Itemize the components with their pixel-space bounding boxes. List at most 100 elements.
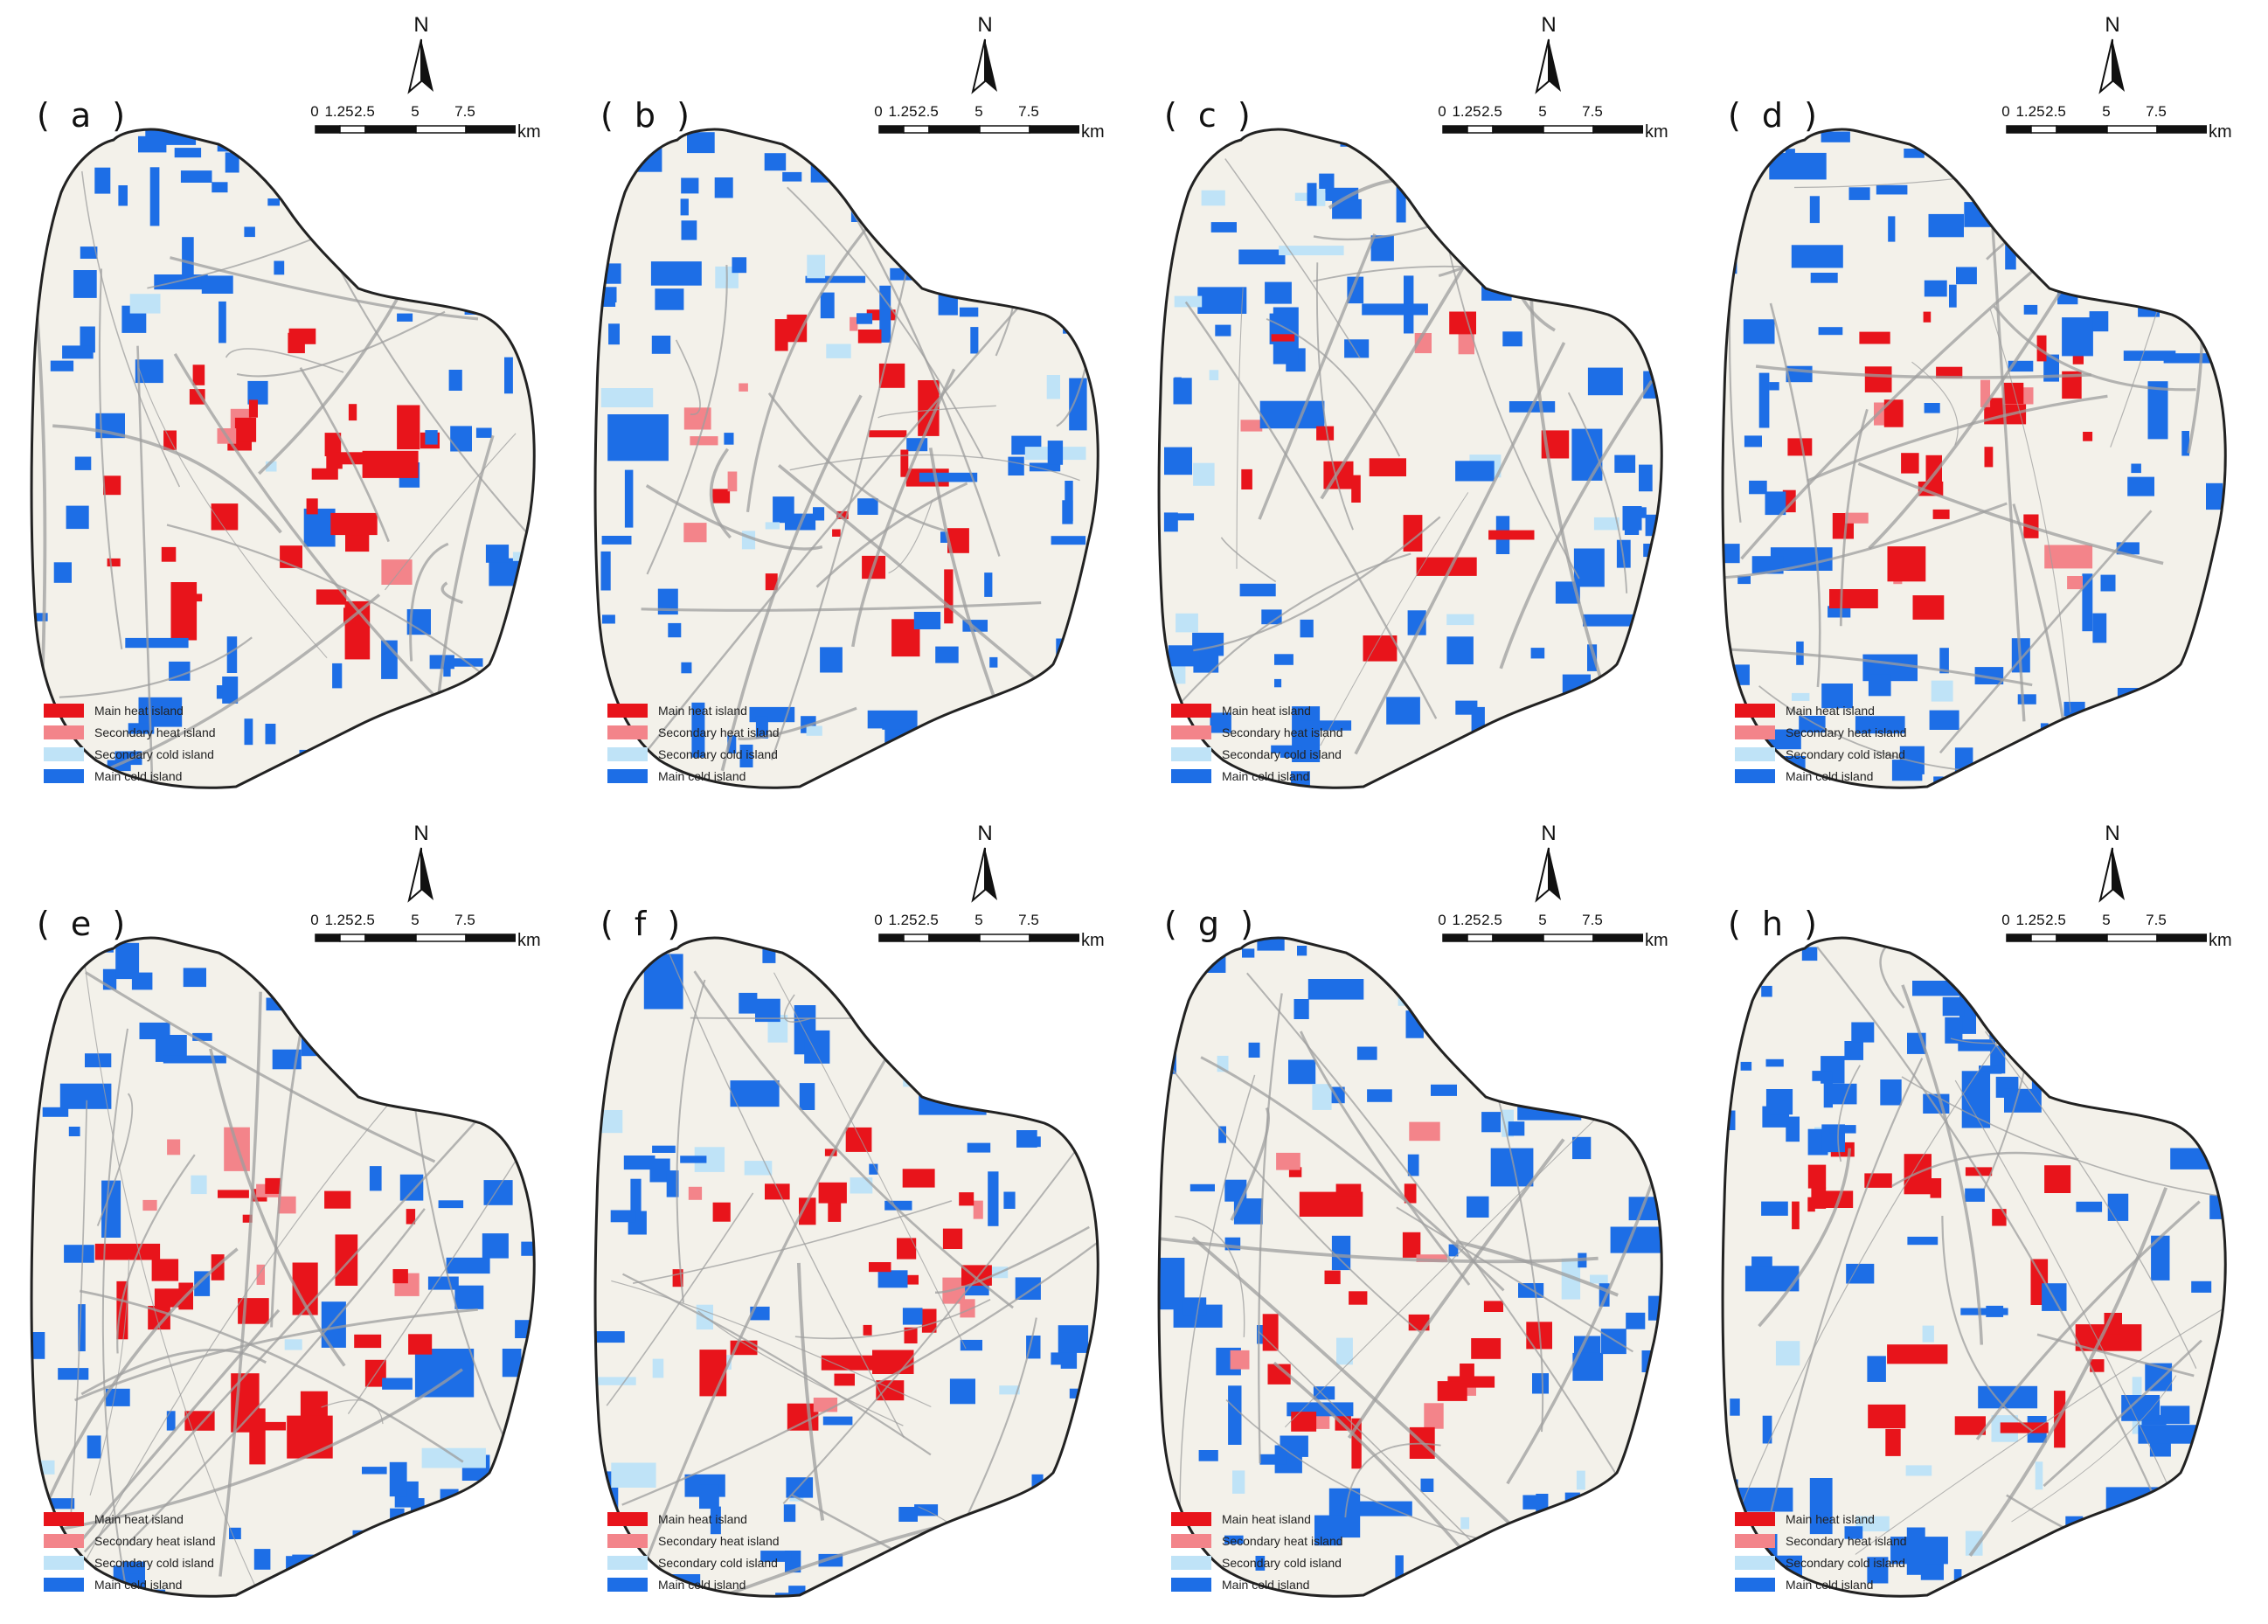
island-block bbox=[1573, 548, 1605, 587]
road bbox=[794, 1298, 991, 1340]
island-block bbox=[944, 569, 954, 624]
panel-label: ( d ) bbox=[1728, 96, 1822, 135]
island-block bbox=[1587, 367, 1623, 396]
island-block bbox=[1307, 979, 1364, 1000]
island-block bbox=[1472, 975, 1495, 996]
island-block bbox=[2221, 185, 2226, 212]
island-block bbox=[1414, 942, 1425, 953]
island-block bbox=[66, 505, 89, 530]
legend-swatch bbox=[607, 1555, 648, 1570]
road bbox=[52, 424, 282, 534]
island-block bbox=[2181, 431, 2189, 456]
scale-bar: 0 1.25 2.5 5 7.5 km bbox=[2001, 912, 2242, 955]
island-block bbox=[163, 1055, 226, 1064]
island-block bbox=[1799, 716, 1826, 732]
legend-swatch bbox=[44, 1533, 84, 1548]
island-block bbox=[1316, 426, 1335, 441]
road bbox=[1989, 309, 2071, 713]
legend-swatch bbox=[1735, 725, 1775, 739]
island-block bbox=[820, 292, 835, 319]
island-block bbox=[714, 177, 733, 198]
island-block bbox=[1844, 1041, 1863, 1060]
legend-swatch bbox=[1171, 1555, 1211, 1570]
island-block bbox=[2190, 683, 2222, 695]
island-block bbox=[1172, 1595, 1186, 1597]
island-block bbox=[1593, 739, 1602, 762]
island-block bbox=[59, 1083, 112, 1109]
island-block bbox=[1448, 1244, 1459, 1257]
legend-item: Secondary heat island bbox=[44, 721, 216, 743]
road bbox=[1499, 379, 1654, 670]
island-block bbox=[1899, 129, 1918, 135]
island-block bbox=[1182, 1297, 1207, 1316]
island-block bbox=[428, 198, 437, 219]
island-block bbox=[600, 551, 611, 591]
island-block bbox=[1416, 557, 1477, 576]
island-block bbox=[1611, 708, 1626, 733]
island-block bbox=[1508, 1121, 1525, 1136]
road bbox=[934, 1225, 1090, 1294]
island-block bbox=[2118, 1026, 2143, 1053]
island-block bbox=[1876, 184, 1908, 195]
legend-swatch bbox=[607, 746, 648, 761]
island-block bbox=[799, 1083, 815, 1110]
road bbox=[59, 1308, 281, 1567]
island-block bbox=[1536, 764, 1552, 784]
scale-tick-label: 5 bbox=[411, 103, 420, 120]
island-block bbox=[2019, 1052, 2031, 1062]
island-block bbox=[750, 1306, 770, 1321]
island-block bbox=[820, 647, 843, 673]
island-block bbox=[1314, 1515, 1342, 1546]
panel-label: ( b ) bbox=[600, 96, 695, 135]
island-block bbox=[1218, 1126, 1226, 1143]
island-block bbox=[760, 1551, 792, 1562]
island-block bbox=[1613, 173, 1662, 188]
island-block bbox=[1386, 697, 1420, 725]
island-block bbox=[1614, 455, 1636, 473]
island-block bbox=[468, 185, 482, 228]
panel-label: ( g ) bbox=[1164, 905, 1259, 943]
island-block bbox=[863, 1324, 872, 1336]
island-block bbox=[483, 725, 496, 782]
legend-swatch bbox=[607, 1533, 648, 1548]
island-block bbox=[1198, 1450, 1218, 1461]
island-block bbox=[379, 997, 399, 1005]
scale-tick-label: 7.5 bbox=[454, 103, 475, 120]
road bbox=[1767, 1058, 1924, 1523]
legend-label: Main heat island bbox=[1786, 703, 1875, 718]
island-block bbox=[324, 433, 342, 456]
island-block bbox=[192, 1032, 212, 1041]
legend: Main heat island Secondary heat island Sec… bbox=[1171, 1508, 1343, 1595]
island-block bbox=[2127, 476, 2154, 496]
legend-swatch bbox=[607, 725, 648, 739]
legend-swatch bbox=[44, 1577, 84, 1592]
legend-item: Main heat island bbox=[607, 699, 780, 721]
island-block bbox=[2185, 303, 2203, 323]
scale-segment bbox=[1467, 125, 1494, 134]
island-block bbox=[1930, 1178, 1942, 1198]
island-block bbox=[601, 536, 632, 545]
scale-segment bbox=[979, 933, 1030, 942]
district-map bbox=[30, 936, 536, 1598]
island-block bbox=[818, 1182, 847, 1204]
legend-label: Secondary heat island bbox=[1222, 1533, 1343, 1548]
island-block bbox=[1354, 1501, 1412, 1516]
island-block bbox=[1761, 985, 1772, 997]
scale-segment bbox=[1543, 125, 1594, 134]
north-letter: N bbox=[413, 822, 429, 845]
road bbox=[136, 345, 154, 788]
scale-tick-label: 0 bbox=[310, 103, 319, 120]
island-block bbox=[834, 1373, 855, 1386]
road bbox=[1891, 1151, 2079, 1188]
island-block bbox=[2214, 333, 2226, 351]
island-block bbox=[306, 498, 318, 515]
island-block bbox=[1407, 1154, 1419, 1176]
island-block bbox=[1037, 263, 1048, 275]
island-block bbox=[951, 167, 980, 175]
island-block bbox=[1332, 198, 1362, 219]
island-block bbox=[919, 472, 978, 482]
island-block bbox=[142, 1199, 157, 1211]
island-block bbox=[974, 1530, 993, 1541]
island-block bbox=[898, 1274, 919, 1285]
north-arrow: N bbox=[404, 822, 439, 903]
